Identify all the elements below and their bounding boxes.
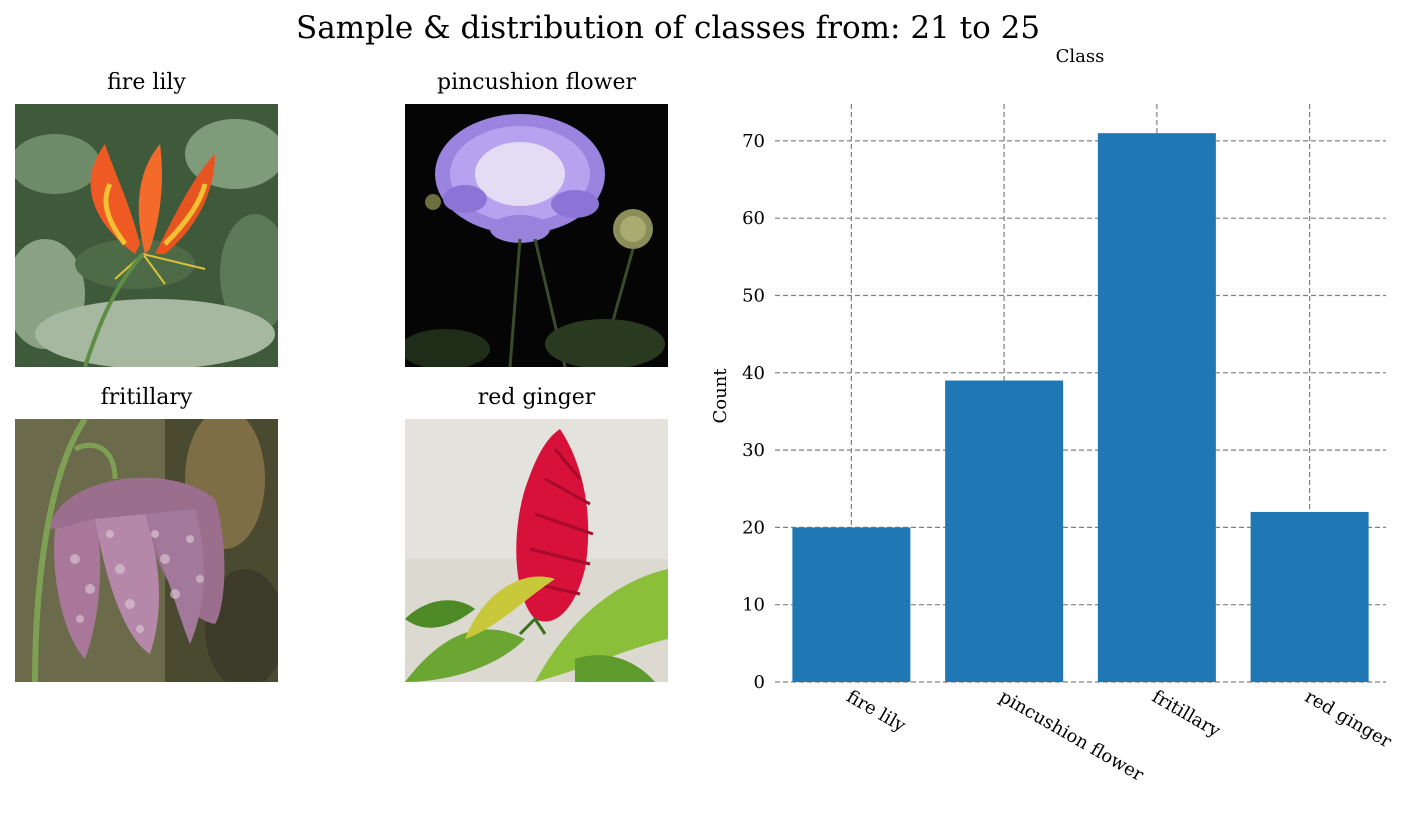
x-tick-label: fritillary <box>1148 686 1224 742</box>
y-tick-label: 0 <box>754 672 765 693</box>
x-tick-label: red ginger <box>1301 686 1395 752</box>
sample-caption: pincushion flower <box>437 70 636 95</box>
sample-red-ginger: red ginger <box>405 385 668 682</box>
y-tick-label: 10 <box>742 595 765 616</box>
y-tick-label: 40 <box>742 363 765 384</box>
x-tick-label: fire lily <box>843 686 910 737</box>
y-tick-label: 20 <box>742 517 765 538</box>
chart-title: Class <box>1056 46 1105 67</box>
horizontal-gridlines <box>775 140 1386 683</box>
sample-fire-lily: fire lily <box>15 70 278 367</box>
sample-caption: fritillary <box>100 385 193 410</box>
y-tick-label: 30 <box>742 440 765 461</box>
y-tick-label: 60 <box>742 208 765 229</box>
pincushion-flower-photo <box>405 104 668 367</box>
x-tick-label: pincushion flower <box>996 686 1148 786</box>
red-ginger-photo <box>405 419 668 682</box>
bar-red-ginger <box>1250 511 1369 682</box>
y-tick-label: 70 <box>742 131 765 152</box>
figure-title: Sample & distribution of classes from: 2… <box>295 10 1041 46</box>
bar-fire-lily <box>792 527 911 682</box>
fritillary-photo <box>15 419 278 682</box>
y-tick-labels: 0 10 20 30 40 50 60 70 <box>742 131 765 693</box>
fire-lily-photo <box>15 104 278 367</box>
x-tick-labels: fire lily pincushion flower fritillary red … <box>843 686 1395 786</box>
sample-fritillary: fritillary <box>15 385 278 682</box>
sample-caption: red ginger <box>477 385 596 410</box>
sample-caption: fire lily <box>107 70 186 95</box>
bar-fritillary <box>1097 133 1216 683</box>
vertical-gridlines <box>850 104 1311 682</box>
y-axis-label: Count <box>710 368 731 424</box>
bar-pincushion-flower <box>945 380 1064 682</box>
y-tick-label: 50 <box>742 286 765 307</box>
bars <box>792 133 1369 683</box>
sample-pincushion-flower: pincushion flower <box>405 70 668 367</box>
